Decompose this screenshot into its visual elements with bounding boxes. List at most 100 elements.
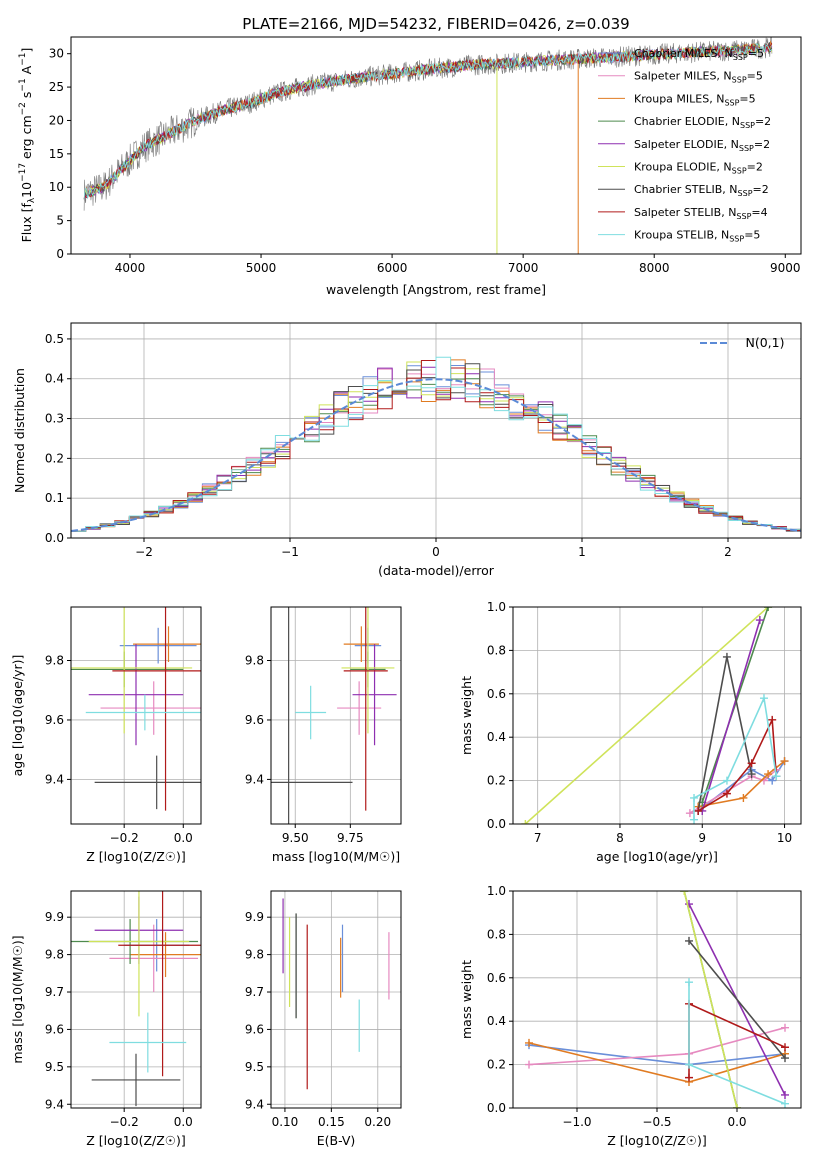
error-bar-kroupa-miles <box>130 932 201 978</box>
x-axis-label: age [log10(age/yr)] <box>596 849 718 864</box>
weight-marker <box>525 1038 533 1047</box>
y-tick-label: 9.6 <box>245 713 264 727</box>
y-axis-label: mass [log10(M/M☉)] <box>10 935 25 1063</box>
y-tick-label: 9.9 <box>245 910 264 924</box>
residuals-panel: −2 −1 0 1 2 0.0 0.1 0.2 0.3 0.4 0.5 (data-model)/er… <box>12 322 802 578</box>
weight-line <box>693 695 778 820</box>
weight-marker <box>764 607 773 611</box>
weight-marker <box>739 793 748 802</box>
age-vs-Z-panel: −0.2 0.0 9.4 9.6 9.8 Z [log10(Z/Z☉)] age [log1… <box>10 606 202 864</box>
weight-vs-age-panel: 7 8 9 10 0.0 0.2 0.4 0.6 0.8 1.0 age [log10(age/yr… <box>459 600 802 864</box>
weight-marker <box>690 815 699 824</box>
y-tick-label: 0.5 <box>45 332 64 346</box>
plot-area <box>71 607 201 811</box>
legend: Chabrier MILES, NSSP=5 Salpeter MILES, NS… <box>598 47 771 244</box>
weight-marker <box>759 694 768 703</box>
x-tick-label: −0.2 <box>110 831 139 845</box>
weight-marker <box>755 616 764 625</box>
x-axis-label: Z [log10(Z/Z☉)] <box>86 849 186 864</box>
error-bar-kroupa-elodie <box>71 607 193 734</box>
weight-line <box>701 619 761 812</box>
plot-area <box>71 891 201 1107</box>
legend-label: Salpeter MILES, NSSP=5 <box>634 70 763 85</box>
error-bar-kroupa-stelib <box>109 1012 187 1073</box>
y-tick-label: 5 <box>56 214 64 228</box>
axes-frame <box>70 36 802 255</box>
y-tick-label: 0.4 <box>45 372 64 386</box>
weight-line <box>689 769 777 814</box>
figure-title: PLATE=2166, MJD=54232, FIBERID=0426, z=0… <box>242 15 629 33</box>
y-tick-label: 9.6 <box>45 713 64 727</box>
y-tick-label: 0.8 <box>487 927 506 941</box>
histogram-kroupa-stelib <box>71 356 801 532</box>
mass-vs-EBV-panel: 0.10 0.15 0.20 9.4 9.5 9.6 9.7 9.8 9.9 E(B-V) <box>245 890 402 1148</box>
y-tick-label: 9.8 <box>245 948 264 962</box>
x-tick-label: 9 <box>698 831 706 845</box>
x-tick-label: 0.10 <box>272 1115 299 1129</box>
x-tick-label: 7 <box>534 831 542 845</box>
grid <box>271 891 401 1108</box>
legend-label: Salpeter STELIB, NSSP=4 <box>634 206 768 221</box>
weight-marker <box>781 1043 789 1052</box>
error-bar-salpeter-miles <box>109 924 199 993</box>
y-tick-label: 15 <box>49 147 64 161</box>
weight-marker <box>768 715 777 724</box>
legend-label: N(0,1) <box>746 335 785 350</box>
error-bar-salpeter-stelib <box>118 891 201 1077</box>
weight-marker <box>685 978 693 987</box>
x-axis-label: (data-model)/error <box>378 563 495 578</box>
y-tick-label: 25 <box>49 80 64 94</box>
x-tick-label: 0.0 <box>727 1115 746 1129</box>
x-tick-label: 1 <box>578 545 586 559</box>
weight-marker <box>525 1060 533 1069</box>
error-bar-kroupa-elodie <box>88 891 190 1017</box>
x-tick-label: −0.5 <box>642 1115 671 1129</box>
y-tick-label: 0.2 <box>487 774 506 788</box>
weight-marker <box>722 776 731 785</box>
weight-series-kroupa-stelib <box>690 694 781 824</box>
x-tick-label: 4000 <box>115 261 146 275</box>
x-tick-label: −0.2 <box>110 1115 139 1129</box>
x-tick-label: 10 <box>777 831 792 845</box>
error-bar-kroupa-stelib <box>295 685 327 740</box>
y-tick-label: 0.3 <box>45 412 64 426</box>
x-tick-label: 0 <box>432 545 440 559</box>
weight-series-kroupa-stelib <box>685 978 789 1108</box>
legend-label: Kroupa MILES, NSSP=5 <box>634 92 756 107</box>
y-tick-label: 0.6 <box>487 971 506 985</box>
y-tick-label: 9.6 <box>245 1022 264 1036</box>
y-tick-label: 0.0 <box>487 817 506 831</box>
plot-area <box>271 607 397 824</box>
weight-marker <box>768 776 777 785</box>
x-tick-label: 8000 <box>639 261 670 275</box>
gaussian-line <box>71 378 801 532</box>
y-tick-label: 0.2 <box>45 451 64 465</box>
weight-marker <box>694 806 703 815</box>
x-axis-label: mass [log10(M/M☉)] <box>272 849 400 864</box>
spectrum-panel: PLATE=2166, MJD=54232, FIBERID=0426, z=0… <box>242 15 629 33</box>
x-tick-label: 0.15 <box>318 1115 345 1129</box>
x-tick-label: 7000 <box>508 261 539 275</box>
axes-frame <box>270 606 402 825</box>
mass-vs-Z-panel: −0.2 0.0 9.4 9.5 9.6 9.7 9.8 9.9 Z [log10(Z/Z☉)]… <box>10 890 202 1148</box>
x-tick-label: −1 <box>281 545 299 559</box>
weight-marker <box>685 900 693 909</box>
weight-marker <box>685 1073 693 1082</box>
weight-marker <box>685 1060 693 1069</box>
x-tick-label: 0.0 <box>174 831 193 845</box>
error-bar-salpeter-elodie <box>352 644 397 746</box>
y-tick-label: 1.0 <box>487 884 506 898</box>
weight-line <box>524 607 769 824</box>
x-tick-label: −2 <box>135 545 153 559</box>
error-bar-salpeter-elodie <box>88 644 184 746</box>
legend: N(0,1) <box>700 335 784 350</box>
y-axis-label: age [log10(age/yr)] <box>10 655 25 777</box>
weight-marker <box>781 1054 789 1063</box>
plot-area <box>521 607 789 824</box>
weight-marker <box>747 770 756 779</box>
legend-label: Kroupa ELODIE, NSSP=2 <box>634 161 763 176</box>
error-bar-chabrier-stelib <box>271 607 353 824</box>
weight-marker <box>685 809 694 818</box>
y-tick-label: 9.4 <box>245 772 264 786</box>
spectrum-panel: 4000 5000 6000 7000 8000 9000 0 5 10 15 20 25 30 Flux… <box>18 36 802 297</box>
